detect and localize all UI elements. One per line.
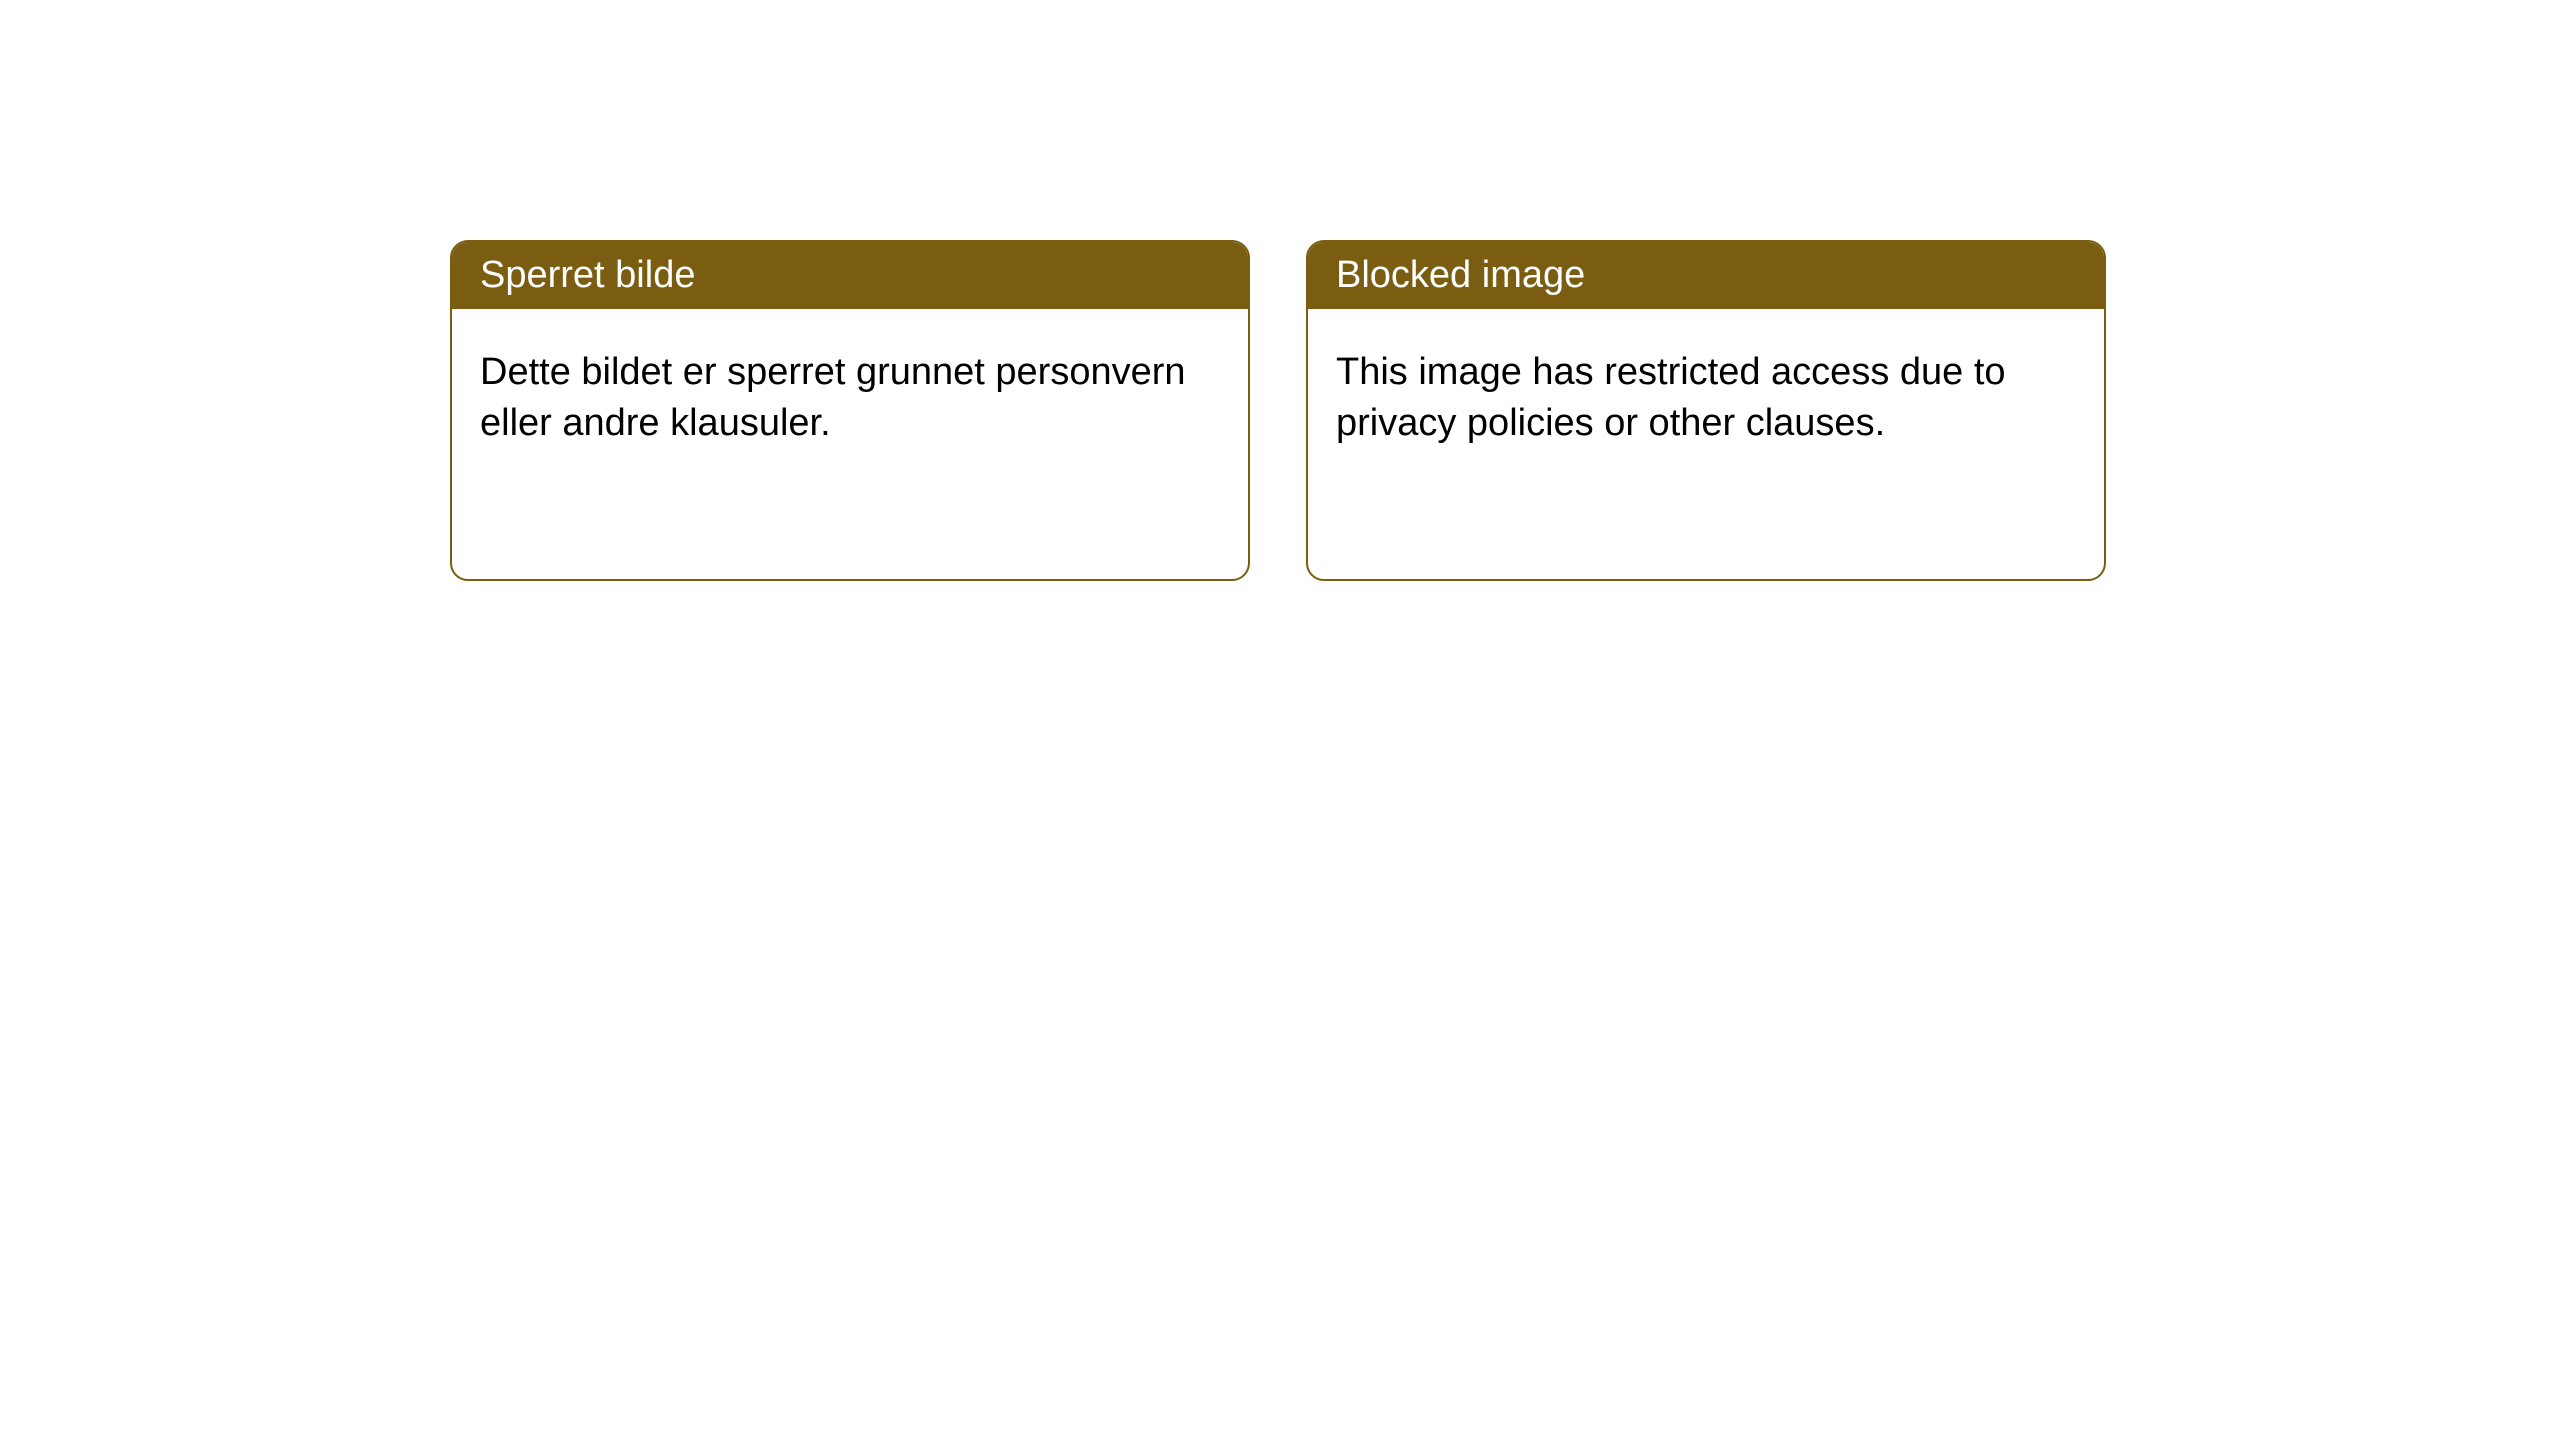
- notice-header: Blocked image: [1308, 242, 2104, 309]
- notice-container: Sperret bilde Dette bildet er sperret gr…: [450, 240, 2106, 581]
- notice-title: Sperret bilde: [480, 254, 695, 296]
- notice-card-norwegian: Sperret bilde Dette bildet er sperret gr…: [450, 240, 1250, 581]
- notice-body-text: Dette bildet er sperret grunnet personve…: [480, 351, 1186, 444]
- notice-header: Sperret bilde: [452, 242, 1248, 309]
- notice-card-english: Blocked image This image has restricted …: [1306, 240, 2106, 581]
- notice-body: Dette bildet er sperret grunnet personve…: [452, 309, 1248, 579]
- notice-body-text: This image has restricted access due to …: [1336, 351, 2006, 444]
- notice-title: Blocked image: [1336, 254, 1585, 296]
- notice-body: This image has restricted access due to …: [1308, 309, 2104, 579]
